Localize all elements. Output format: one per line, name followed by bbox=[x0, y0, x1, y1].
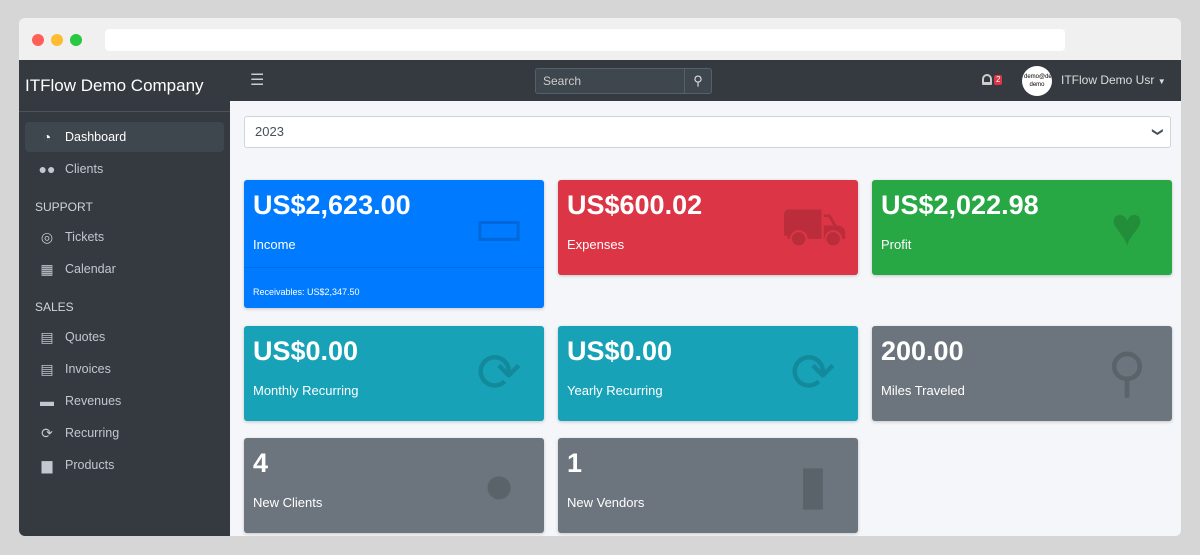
sidebar-item-recurring[interactable]: ⟳ Recurring bbox=[25, 418, 224, 448]
stat-card-new-vendors[interactable]: ▮ 1 New Vendors bbox=[558, 438, 858, 533]
stat-label: Income bbox=[253, 237, 296, 252]
stat-value: 1 bbox=[567, 448, 583, 478]
main-content: 2023 ❯ ▭ US$2,623.00 Income Receivables: US$… bbox=[230, 101, 1181, 536]
notification-badge: 2 bbox=[994, 75, 1003, 85]
sidebar: ITFlow Demo Company ◔ Dashboard ●● Clients… bbox=[19, 60, 230, 536]
stat-card-expenses[interactable]: ⛟ US$600.02 Expenses bbox=[558, 180, 858, 275]
sidebar-item-revenues[interactable]: ▬ Revenues bbox=[25, 386, 224, 416]
sync-icon: ⟳ bbox=[790, 343, 836, 403]
address-bar[interactable] bbox=[105, 29, 1065, 51]
users-icon: ● bbox=[482, 455, 516, 515]
year-select[interactable]: 2023 ❯ bbox=[244, 116, 1171, 148]
invoice-icon: ▤ bbox=[40, 360, 54, 377]
stat-label: Monthly Recurring bbox=[253, 383, 359, 398]
sidebar-item-calendar[interactable]: ▦ Calendar bbox=[25, 254, 224, 284]
tachometer-icon: ◔ bbox=[42, 129, 52, 145]
search-form: Search ⚲ bbox=[535, 68, 712, 94]
search-input[interactable]: Search bbox=[535, 68, 685, 94]
label: Recurring bbox=[65, 426, 120, 440]
stat-label: Miles Traveled bbox=[881, 383, 965, 398]
top-navbar: ☰ Search ⚲ 2 demo@demo demo ITFlow Demo … bbox=[230, 60, 1181, 101]
heart-icon: ♥ bbox=[1110, 197, 1144, 257]
maximize-dot[interactable] bbox=[70, 34, 82, 46]
credit-card-icon: ▬ bbox=[40, 393, 54, 409]
life-ring-icon: ◎ bbox=[40, 228, 54, 245]
user-menu[interactable]: ITFlow Demo Usr ▼ bbox=[1061, 73, 1166, 87]
label: Quotes bbox=[65, 330, 106, 344]
route-icon: ⚲ bbox=[1107, 343, 1147, 403]
label: Revenues bbox=[65, 394, 122, 408]
stat-label: New Vendors bbox=[567, 495, 645, 510]
stat-card-income[interactable]: ▭ US$2,623.00 Income Receivables: US$2,347.… bbox=[244, 180, 544, 308]
stat-label: Yearly Recurring bbox=[567, 383, 663, 398]
chevron-down-icon: ❯ bbox=[1151, 127, 1164, 137]
menu-toggle-icon[interactable]: ☰ bbox=[250, 72, 265, 89]
stat-value: US$600.02 bbox=[567, 190, 703, 220]
sidebar-item-quotes[interactable]: ▤ Quotes bbox=[25, 322, 224, 352]
stat-value: US$2,623.00 bbox=[253, 190, 411, 220]
sync-icon: ⟳ bbox=[476, 343, 522, 403]
users-icon: ●● bbox=[38, 161, 56, 177]
stat-card-miles-traveled[interactable]: ⚲ 200.00 Miles Traveled bbox=[872, 326, 1172, 421]
sync-icon: ⟳ bbox=[41, 424, 53, 441]
minimize-dot[interactable] bbox=[51, 34, 63, 46]
label: Clients bbox=[65, 162, 104, 176]
stat-card-new-clients[interactable]: ● 4 New Clients bbox=[244, 438, 544, 533]
year-value: 2023 bbox=[255, 124, 284, 139]
sidebar-item-tickets[interactable]: ◎ Tickets bbox=[25, 222, 224, 252]
label: Dashboard bbox=[65, 130, 127, 144]
stat-value: US$2,022.98 bbox=[881, 190, 1039, 220]
stat-label: Profit bbox=[881, 237, 912, 252]
stat-card-profit[interactable]: ♥ US$2,022.98 Profit bbox=[872, 180, 1172, 275]
search-button[interactable]: ⚲ bbox=[685, 68, 712, 94]
sidebar-item-dashboard[interactable]: ◔ Dashboard bbox=[25, 122, 224, 152]
receivables-footer: Receivables: US$2,347.50 bbox=[244, 267, 544, 297]
stat-value: 200.00 bbox=[881, 336, 964, 366]
browser-chrome bbox=[19, 18, 1181, 60]
box-icon: ▆ bbox=[41, 456, 53, 473]
bell-icon[interactable] bbox=[982, 74, 992, 85]
label: Invoices bbox=[65, 362, 111, 376]
stat-card-yearly-recurring[interactable]: ⟳ US$0.00 Yearly Recurring bbox=[558, 326, 858, 421]
label: Products bbox=[65, 458, 115, 472]
caret-down-icon: ▼ bbox=[1157, 77, 1166, 86]
stat-label: Expenses bbox=[567, 237, 625, 252]
stat-label: New Clients bbox=[253, 495, 323, 510]
section-header: SUPPORT bbox=[35, 200, 93, 214]
close-dot[interactable] bbox=[32, 34, 44, 46]
sidebar-item-invoices[interactable]: ▤ Invoices bbox=[25, 354, 224, 384]
browser-window: ITFlow Demo Company ◔ Dashboard ●● Clients… bbox=[19, 18, 1181, 536]
stat-value: US$0.00 bbox=[253, 336, 359, 366]
stat-value: US$0.00 bbox=[567, 336, 673, 366]
file-icon: ▤ bbox=[40, 328, 54, 345]
sidebar-item-clients[interactable]: ●● Clients bbox=[25, 154, 224, 184]
building-icon: ▮ bbox=[798, 455, 828, 515]
section-header: SALES bbox=[35, 300, 74, 314]
credit-card-icon: ▭ bbox=[473, 197, 525, 257]
sidebar-item-products[interactable]: ▆ Products bbox=[25, 450, 224, 480]
avatar[interactable]: demo@demo demo bbox=[1022, 66, 1052, 96]
stat-card-monthly-recurring[interactable]: ⟳ US$0.00 Monthly Recurring bbox=[244, 326, 544, 421]
stat-value: 4 bbox=[253, 448, 269, 478]
label: Calendar bbox=[65, 262, 116, 276]
brand[interactable]: ITFlow Demo Company bbox=[19, 60, 230, 112]
label: Tickets bbox=[65, 230, 105, 244]
calendar-icon: ▦ bbox=[40, 260, 54, 277]
user-name: ITFlow Demo Usr bbox=[1061, 73, 1155, 87]
shopping-cart-icon: ⛟ bbox=[780, 197, 846, 257]
